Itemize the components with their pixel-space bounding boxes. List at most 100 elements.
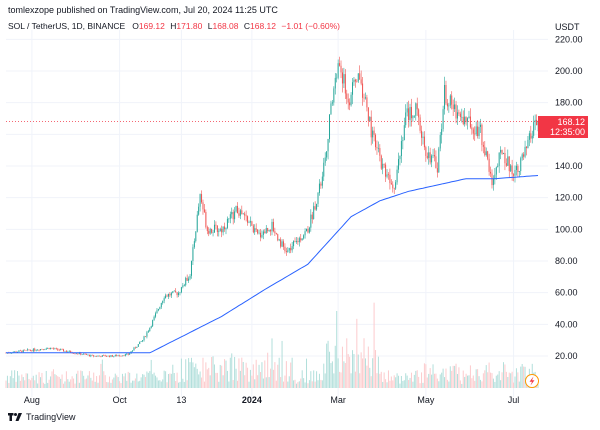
- volume-bar: [386, 382, 388, 388]
- candle-body: [257, 229, 259, 234]
- price-axis-unit[interactable]: USDT: [555, 22, 580, 32]
- candle-body: [477, 126, 479, 137]
- volume-bar: [477, 369, 479, 388]
- candle-body: [81, 354, 83, 356]
- volume-bar: [133, 380, 135, 388]
- volume-bar: [61, 374, 63, 388]
- candle-body: [45, 348, 47, 350]
- volume-bar: [37, 383, 39, 388]
- volume-bar: [67, 379, 69, 388]
- volume-bar: [344, 362, 346, 388]
- candle-body: [521, 154, 523, 159]
- lightning-icon: [525, 374, 539, 388]
- candle-body: [121, 355, 123, 357]
- volume-bar: [25, 373, 27, 388]
- candle-body: [525, 146, 528, 149]
- chart-legend: SOL / TetherUS, 1D, BINANCE O169.12 H171…: [8, 21, 343, 31]
- candle-body: [98, 355, 100, 357]
- candle-body: [267, 227, 269, 232]
- volume-bar: [60, 378, 62, 388]
- candle-body: [502, 153, 504, 154]
- candle-body: [254, 228, 256, 233]
- volume-bar: [494, 381, 496, 388]
- candle-body: [300, 238, 302, 241]
- candle-body: [22, 349, 24, 352]
- volume-bar: [239, 370, 241, 388]
- candle-body: [474, 133, 476, 135]
- legend-low: 168.08: [212, 21, 239, 31]
- candle-body: [422, 136, 424, 138]
- volume-bar: [254, 379, 256, 388]
- volume-bar: [293, 380, 295, 388]
- candle-body: [475, 126, 477, 135]
- volume-bar: [117, 377, 119, 388]
- candle-body: [60, 349, 62, 351]
- volume-bar: [398, 375, 400, 388]
- volume-bar: [518, 381, 520, 388]
- volume-bar: [121, 373, 123, 388]
- volume-bar: [38, 372, 40, 388]
- candle-body: [16, 351, 19, 353]
- y-tick-label: 140.00: [555, 161, 583, 171]
- volume-bar: [362, 358, 364, 388]
- x-tick-label: 13: [176, 395, 186, 405]
- legend-change: −1.01 (−0.60%): [281, 21, 340, 31]
- candle-body: [501, 149, 503, 154]
- candle-body: [144, 336, 146, 337]
- candle-body: [190, 260, 192, 276]
- volume-bar: [281, 340, 283, 388]
- candle-body: [202, 202, 204, 210]
- volume-bar: [261, 362, 263, 388]
- volume-bar: [29, 380, 31, 388]
- candle-body: [50, 348, 52, 350]
- volume-bar: [474, 380, 476, 388]
- candle-body: [142, 340, 144, 342]
- volume-bar: [488, 362, 490, 388]
- volume-bar: [410, 372, 412, 388]
- candle-body: [485, 151, 487, 156]
- candle-body: [313, 206, 315, 220]
- volume-bar: [268, 377, 270, 388]
- volume-bar: [251, 375, 253, 388]
- candle-body: [353, 79, 355, 83]
- volume-bar: [8, 382, 10, 388]
- volume-bar: [90, 377, 92, 388]
- candle-body: [455, 104, 457, 119]
- candle-body: [232, 212, 234, 220]
- candle-body: [416, 103, 418, 110]
- candle-body: [350, 94, 352, 106]
- volume-bar: [12, 378, 14, 388]
- candle-body: [441, 129, 443, 136]
- footer-branding[interactable]: TradingView: [8, 412, 76, 422]
- y-tick-label: 80.00: [555, 256, 578, 266]
- candle-body: [25, 350, 27, 351]
- candle-body: [444, 84, 446, 110]
- volume-bar: [505, 371, 507, 388]
- candle-body: [281, 241, 283, 247]
- volume-bar: [74, 383, 76, 388]
- candle-body: [461, 116, 463, 118]
- x-tick-label: Mar: [330, 395, 346, 405]
- candle-body: [314, 206, 316, 210]
- candle-body: [74, 353, 76, 355]
- candle-body: [462, 116, 464, 125]
- candle-body: [436, 168, 438, 173]
- volume-bar: [83, 375, 85, 388]
- candle-body: [97, 355, 99, 357]
- volume-bar: [136, 373, 138, 388]
- volume-bar: [97, 382, 99, 388]
- candle-body: [14, 351, 16, 353]
- candle-body: [179, 292, 181, 293]
- candle-body: [113, 356, 115, 357]
- legend-symbol[interactable]: SOL / TetherUS, 1D, BINANCE: [8, 21, 126, 31]
- volume-bar: [484, 370, 486, 388]
- candle-body: [110, 355, 112, 357]
- volume-bar: [18, 375, 20, 388]
- candlesticks: [5, 56, 539, 358]
- volume-bar: [433, 373, 435, 388]
- volume-bar: [377, 356, 379, 388]
- candle-body: [431, 155, 433, 163]
- volume-bar: [334, 345, 336, 388]
- volume-bar: [188, 358, 190, 388]
